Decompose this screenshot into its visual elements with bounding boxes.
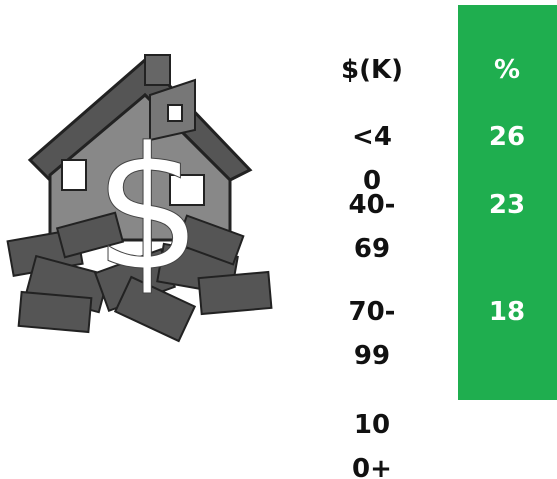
house-money-clipart: $ (0, 40, 300, 400)
percent-value: 18 (467, 290, 547, 334)
slide: $ $(K) % <402640-692370-9918100+ (0, 0, 557, 479)
percent-value: 23 (467, 183, 547, 227)
percent-value: 26 (467, 115, 547, 159)
income-range: 40-69 (346, 183, 398, 271)
income-range: 70-99 (346, 290, 398, 378)
header-income: $(K) (322, 48, 422, 92)
income-range: 100+ (346, 403, 398, 479)
svg-text:$: $ (94, 111, 202, 309)
header-percent: % (467, 48, 547, 92)
